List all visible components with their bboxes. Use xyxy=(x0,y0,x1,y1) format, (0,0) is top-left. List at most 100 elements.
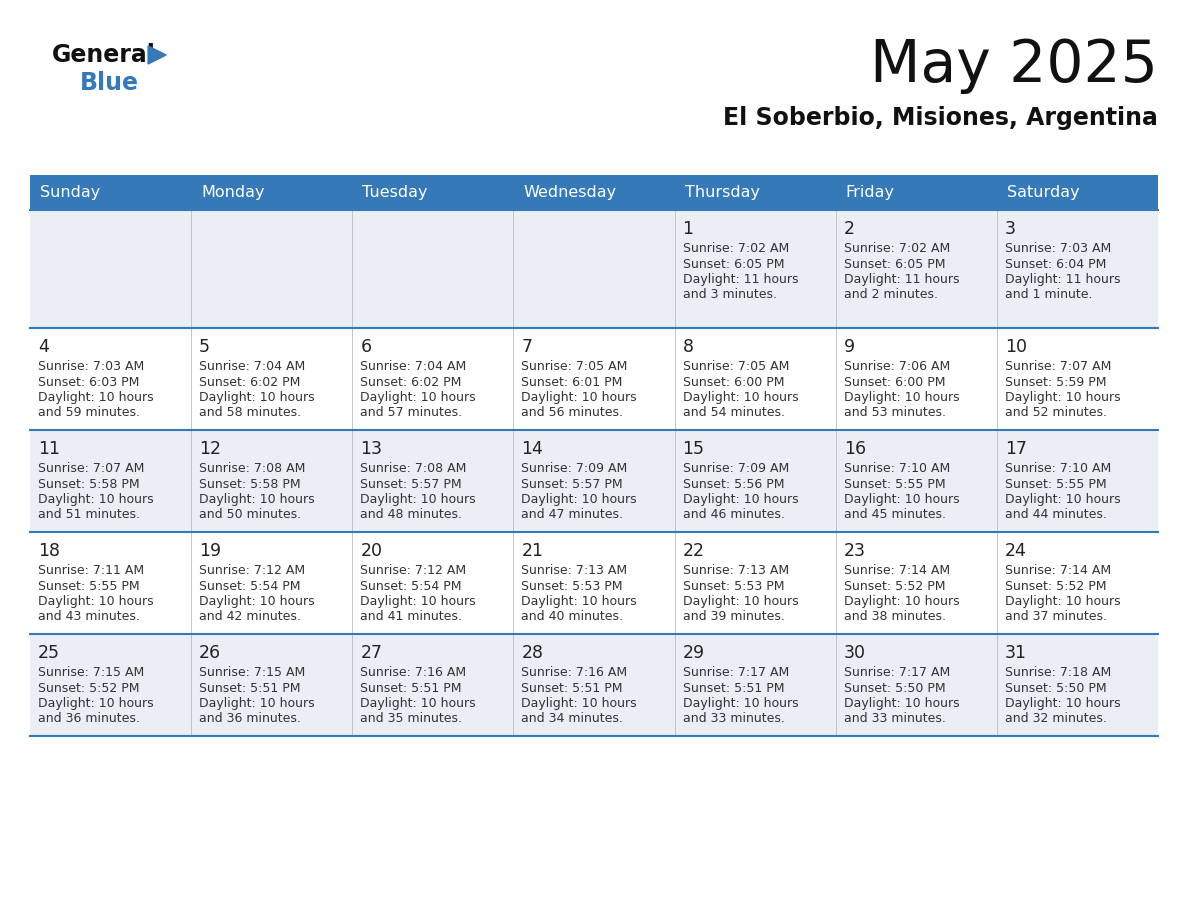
Text: Sunrise: 7:15 AM: Sunrise: 7:15 AM xyxy=(200,666,305,679)
Text: and 33 minutes.: and 33 minutes. xyxy=(843,712,946,725)
Text: 29: 29 xyxy=(683,644,704,662)
Text: Monday: Monday xyxy=(201,185,265,200)
Text: Sunset: 5:54 PM: Sunset: 5:54 PM xyxy=(200,579,301,592)
Text: Sunrise: 7:02 AM: Sunrise: 7:02 AM xyxy=(843,242,950,255)
Text: Sunrise: 7:16 AM: Sunrise: 7:16 AM xyxy=(522,666,627,679)
Text: Sunrise: 7:09 AM: Sunrise: 7:09 AM xyxy=(522,462,627,475)
Text: Daylight: 11 hours: Daylight: 11 hours xyxy=(683,273,798,286)
Bar xyxy=(30,634,1158,736)
Text: Sunrise: 7:05 AM: Sunrise: 7:05 AM xyxy=(522,360,627,373)
Text: Daylight: 10 hours: Daylight: 10 hours xyxy=(1005,697,1120,710)
Text: Sunset: 5:58 PM: Sunset: 5:58 PM xyxy=(38,477,140,490)
Text: Sunrise: 7:07 AM: Sunrise: 7:07 AM xyxy=(1005,360,1111,373)
Text: Sunrise: 7:11 AM: Sunrise: 7:11 AM xyxy=(38,564,144,577)
Text: Sunrise: 7:02 AM: Sunrise: 7:02 AM xyxy=(683,242,789,255)
Text: Friday: Friday xyxy=(846,185,895,200)
Text: and 38 minutes.: and 38 minutes. xyxy=(843,610,946,623)
Text: Sunrise: 7:08 AM: Sunrise: 7:08 AM xyxy=(200,462,305,475)
Text: Daylight: 10 hours: Daylight: 10 hours xyxy=(843,493,960,506)
Bar xyxy=(30,430,1158,532)
Text: 22: 22 xyxy=(683,542,704,560)
Bar xyxy=(30,532,1158,634)
Text: Sunset: 5:52 PM: Sunset: 5:52 PM xyxy=(843,579,946,592)
Text: Sunset: 6:02 PM: Sunset: 6:02 PM xyxy=(360,375,462,388)
Text: 13: 13 xyxy=(360,440,383,458)
Text: Sunrise: 7:09 AM: Sunrise: 7:09 AM xyxy=(683,462,789,475)
Text: Daylight: 10 hours: Daylight: 10 hours xyxy=(360,493,476,506)
Text: Sunset: 5:51 PM: Sunset: 5:51 PM xyxy=(522,681,623,695)
Text: Sunset: 6:03 PM: Sunset: 6:03 PM xyxy=(38,375,139,388)
Text: and 37 minutes.: and 37 minutes. xyxy=(1005,610,1107,623)
Text: 19: 19 xyxy=(200,542,221,560)
Text: and 39 minutes.: and 39 minutes. xyxy=(683,610,784,623)
Text: and 52 minutes.: and 52 minutes. xyxy=(1005,407,1107,420)
Text: and 2 minutes.: and 2 minutes. xyxy=(843,288,937,301)
Text: and 50 minutes.: and 50 minutes. xyxy=(200,509,302,521)
Text: Sunset: 5:54 PM: Sunset: 5:54 PM xyxy=(360,579,462,592)
Text: and 33 minutes.: and 33 minutes. xyxy=(683,712,784,725)
Text: and 1 minute.: and 1 minute. xyxy=(1005,288,1092,301)
Bar xyxy=(30,210,1158,328)
Text: Sunrise: 7:14 AM: Sunrise: 7:14 AM xyxy=(1005,564,1111,577)
Text: Saturday: Saturday xyxy=(1007,185,1080,200)
Text: and 46 minutes.: and 46 minutes. xyxy=(683,509,784,521)
Text: Sunrise: 7:04 AM: Sunrise: 7:04 AM xyxy=(360,360,467,373)
Text: and 54 minutes.: and 54 minutes. xyxy=(683,407,784,420)
Text: and 56 minutes.: and 56 minutes. xyxy=(522,407,624,420)
Text: 4: 4 xyxy=(38,338,49,356)
Text: Daylight: 10 hours: Daylight: 10 hours xyxy=(843,595,960,608)
Text: Sunset: 5:56 PM: Sunset: 5:56 PM xyxy=(683,477,784,490)
Text: Daylight: 11 hours: Daylight: 11 hours xyxy=(843,273,959,286)
Text: 17: 17 xyxy=(1005,440,1026,458)
Text: Daylight: 10 hours: Daylight: 10 hours xyxy=(843,391,960,404)
Text: Blue: Blue xyxy=(80,71,139,95)
Text: Daylight: 10 hours: Daylight: 10 hours xyxy=(1005,391,1120,404)
Text: and 41 minutes.: and 41 minutes. xyxy=(360,610,462,623)
Text: Sunset: 5:51 PM: Sunset: 5:51 PM xyxy=(360,681,462,695)
Text: Sunset: 6:00 PM: Sunset: 6:00 PM xyxy=(683,375,784,388)
Text: Sunset: 5:53 PM: Sunset: 5:53 PM xyxy=(683,579,784,592)
Text: Sunset: 5:59 PM: Sunset: 5:59 PM xyxy=(1005,375,1106,388)
Text: 26: 26 xyxy=(200,644,221,662)
Text: Daylight: 10 hours: Daylight: 10 hours xyxy=(1005,493,1120,506)
Bar xyxy=(30,328,1158,430)
Text: 3: 3 xyxy=(1005,220,1016,238)
Text: and 36 minutes.: and 36 minutes. xyxy=(200,712,301,725)
Text: 2: 2 xyxy=(843,220,854,238)
Text: Daylight: 10 hours: Daylight: 10 hours xyxy=(683,493,798,506)
Text: Sunrise: 7:14 AM: Sunrise: 7:14 AM xyxy=(843,564,950,577)
Text: Daylight: 10 hours: Daylight: 10 hours xyxy=(522,493,637,506)
Text: 15: 15 xyxy=(683,440,704,458)
Text: and 48 minutes.: and 48 minutes. xyxy=(360,509,462,521)
Text: Sunset: 6:02 PM: Sunset: 6:02 PM xyxy=(200,375,301,388)
Text: Sunrise: 7:13 AM: Sunrise: 7:13 AM xyxy=(683,564,789,577)
Text: Sunset: 5:52 PM: Sunset: 5:52 PM xyxy=(1005,579,1106,592)
Text: Sunrise: 7:03 AM: Sunrise: 7:03 AM xyxy=(38,360,144,373)
Text: and 40 minutes.: and 40 minutes. xyxy=(522,610,624,623)
Text: and 45 minutes.: and 45 minutes. xyxy=(843,509,946,521)
Text: 8: 8 xyxy=(683,338,694,356)
Text: 20: 20 xyxy=(360,542,383,560)
Text: Sunrise: 7:12 AM: Sunrise: 7:12 AM xyxy=(360,564,467,577)
Text: Sunrise: 7:12 AM: Sunrise: 7:12 AM xyxy=(200,564,305,577)
Text: 5: 5 xyxy=(200,338,210,356)
Text: Daylight: 10 hours: Daylight: 10 hours xyxy=(38,697,153,710)
Text: Sunrise: 7:17 AM: Sunrise: 7:17 AM xyxy=(843,666,950,679)
Text: 21: 21 xyxy=(522,542,543,560)
Text: 28: 28 xyxy=(522,644,543,662)
Text: Daylight: 11 hours: Daylight: 11 hours xyxy=(1005,273,1120,286)
Text: Sunset: 5:51 PM: Sunset: 5:51 PM xyxy=(683,681,784,695)
Text: Sunrise: 7:07 AM: Sunrise: 7:07 AM xyxy=(38,462,145,475)
Text: Daylight: 10 hours: Daylight: 10 hours xyxy=(360,391,476,404)
Text: Sunday: Sunday xyxy=(40,185,100,200)
Text: Sunrise: 7:05 AM: Sunrise: 7:05 AM xyxy=(683,360,789,373)
Text: 7: 7 xyxy=(522,338,532,356)
Text: Sunset: 5:50 PM: Sunset: 5:50 PM xyxy=(1005,681,1106,695)
Text: 1: 1 xyxy=(683,220,694,238)
Text: and 44 minutes.: and 44 minutes. xyxy=(1005,509,1107,521)
Text: Sunrise: 7:10 AM: Sunrise: 7:10 AM xyxy=(843,462,950,475)
Text: Daylight: 10 hours: Daylight: 10 hours xyxy=(683,697,798,710)
Text: 10: 10 xyxy=(1005,338,1026,356)
Text: Daylight: 10 hours: Daylight: 10 hours xyxy=(522,697,637,710)
Text: 6: 6 xyxy=(360,338,372,356)
